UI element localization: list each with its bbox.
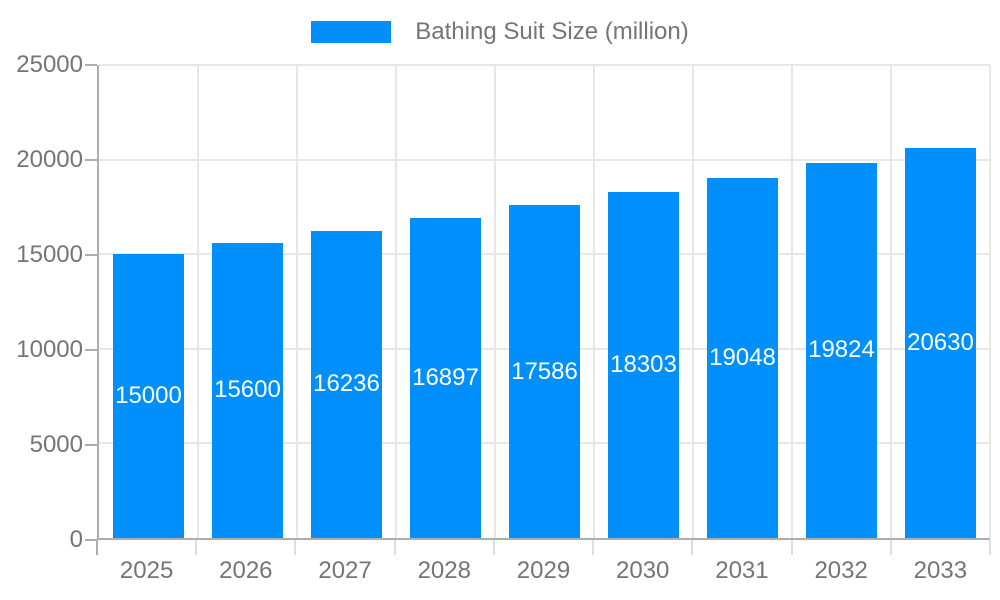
x-axis-tick-mark [96, 540, 98, 555]
x-axis-tick-mark [790, 540, 793, 555]
x-axis-tick-label: 2028 [417, 557, 471, 584]
v-gridline [989, 65, 991, 538]
x-axis-tick-label: 2027 [318, 557, 372, 584]
x-axis-tick-mark [889, 540, 892, 555]
bar-2031[interactable]: 19048 [706, 177, 779, 538]
legend-swatch [311, 21, 392, 43]
bar-value-label: 17586 [511, 357, 578, 385]
v-gridline [791, 65, 793, 538]
bar-2025[interactable]: 15000 [112, 254, 185, 538]
x-axis-tick-mark [393, 540, 396, 555]
bar-value-label: 20630 [907, 328, 974, 356]
y-axis-tick-mark [85, 349, 97, 351]
v-gridline [691, 65, 694, 538]
y-axis-tick-mark [85, 159, 97, 161]
bar-value-label: 18303 [610, 350, 677, 378]
y-axis-tick-label: 10000 [16, 336, 83, 363]
plot-area: 15000 15600 16236 16897 17586 18303 19048 19824… [97, 64, 991, 540]
x-axis-tick-label: 2033 [913, 557, 968, 584]
x-axis-tick-mark [691, 540, 694, 555]
bar-2033[interactable]: 20630 [904, 147, 977, 538]
bar-value-label: 19048 [709, 343, 776, 371]
v-gridline [197, 65, 199, 538]
x-axis-tick-mark [195, 540, 198, 555]
y-axis-tick-label: 20000 [16, 146, 83, 173]
bar-value-label: 16236 [313, 370, 380, 398]
x-axis-tick-label: 2026 [219, 557, 273, 584]
legend-label: Bathing Suit Size (million) [415, 18, 689, 45]
bar-value-label: 15000 [115, 382, 182, 410]
x-axis-tick-mark [492, 540, 495, 555]
h-gridline [99, 64, 990, 66]
x-axis-tick-label: 2025 [119, 557, 174, 584]
x-axis-tick-mark [294, 540, 297, 555]
x-axis-tick-mark [592, 540, 595, 555]
v-gridline [494, 65, 496, 538]
v-gridline [593, 65, 595, 538]
y-axis-tick-label: 25000 [16, 51, 83, 78]
y-axis-tick-mark [85, 444, 97, 446]
bar-value-label: 16897 [412, 364, 479, 392]
bar-2028[interactable]: 16897 [409, 218, 482, 538]
bar-2026[interactable]: 15600 [211, 242, 284, 538]
y-axis-tick-mark [85, 539, 97, 541]
bar-2032[interactable]: 19824 [805, 162, 878, 538]
x-axis-tick-label: 2029 [516, 557, 571, 584]
x-axis-tick-label: 2030 [616, 557, 670, 584]
x-axis-tick-label: 2032 [814, 557, 868, 584]
bar-value-label: 19824 [808, 336, 875, 364]
y-axis-tick-label: 5000 [29, 431, 83, 458]
y-axis-tick-label: 0 [69, 526, 83, 553]
v-gridline [394, 65, 397, 538]
y-axis-tick-mark [85, 64, 97, 66]
bar-2030[interactable]: 18303 [607, 191, 680, 538]
v-gridline [890, 65, 892, 538]
x-axis-tick-label: 2031 [715, 557, 769, 584]
bar-2027[interactable]: 16236 [310, 230, 383, 538]
h-gridline [99, 158, 990, 161]
x-axis-tick-mark [989, 540, 991, 555]
bar-2029[interactable]: 17586 [508, 205, 581, 538]
bar-value-label: 15600 [214, 376, 281, 404]
y-axis-tick-label: 15000 [16, 241, 83, 268]
y-axis-tick-mark [85, 254, 97, 256]
legend[interactable]: Bathing Suit Size (million) [0, 19, 1000, 45]
v-gridline [296, 65, 298, 538]
